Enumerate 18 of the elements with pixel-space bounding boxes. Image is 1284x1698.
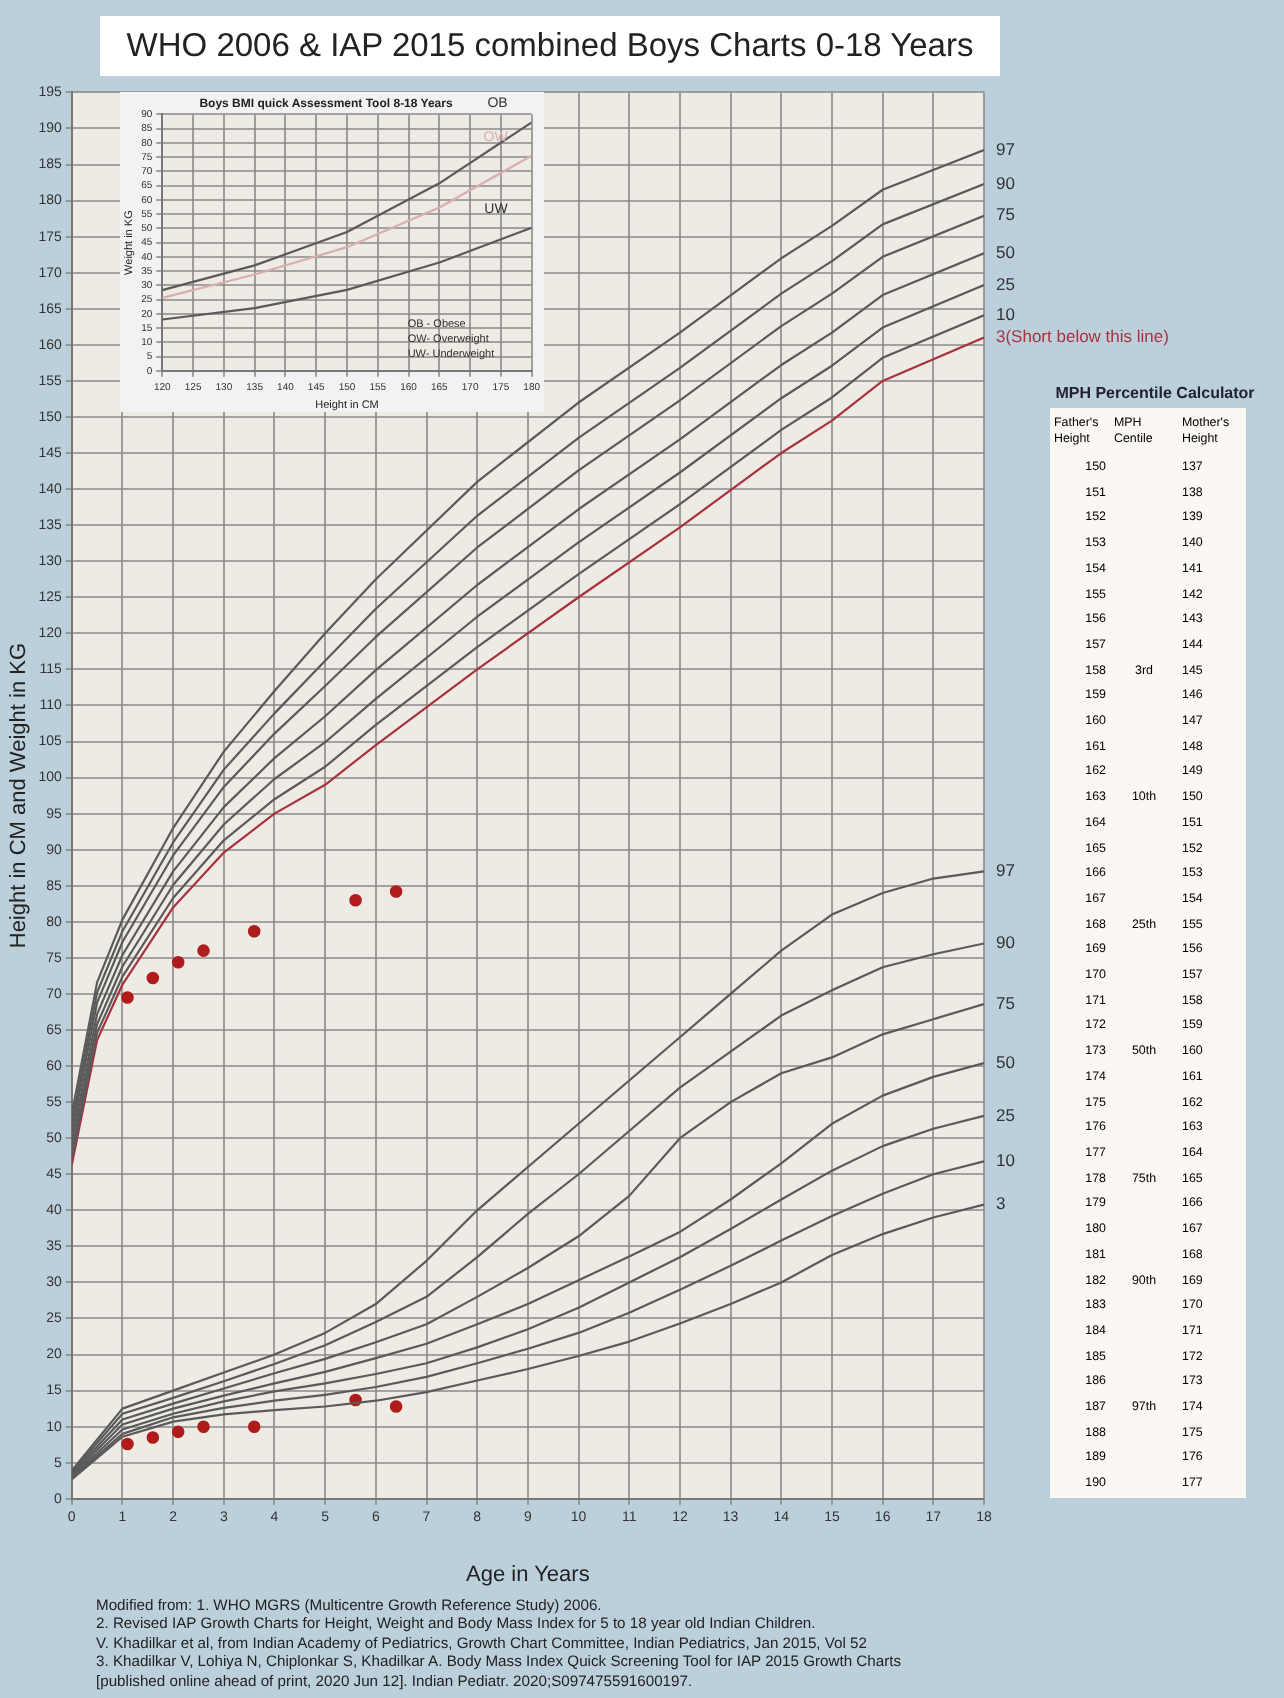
series-label: 3 [996, 1193, 1006, 1214]
series-label: 97 [996, 138, 1016, 159]
series-label: 90 [996, 172, 1016, 193]
series-label: 90 [996, 932, 1016, 953]
series-label: 75 [996, 992, 1016, 1013]
y-axis-title: Height in CM and Weight in KG [7, 642, 32, 949]
x-axis-title: Age in Years [466, 1562, 591, 1587]
series-label: 10 [996, 1149, 1016, 1170]
series-label: 25 [996, 273, 1016, 294]
series-label: 50 [996, 241, 1016, 262]
series-label: 25 [996, 1104, 1016, 1125]
series-label: 10 [996, 303, 1016, 324]
series-label: 50 [996, 1051, 1016, 1072]
series-label: 3(Short below this line) [996, 326, 1170, 347]
chart-title: WHO 2006 & IAP 2015 combined Boys Charts 0-18 Years [100, 16, 1000, 76]
chart-title: MPH Percentile Calculator [1053, 384, 1257, 402]
series-label: 97 [996, 860, 1016, 881]
series-label: 75 [996, 204, 1016, 225]
